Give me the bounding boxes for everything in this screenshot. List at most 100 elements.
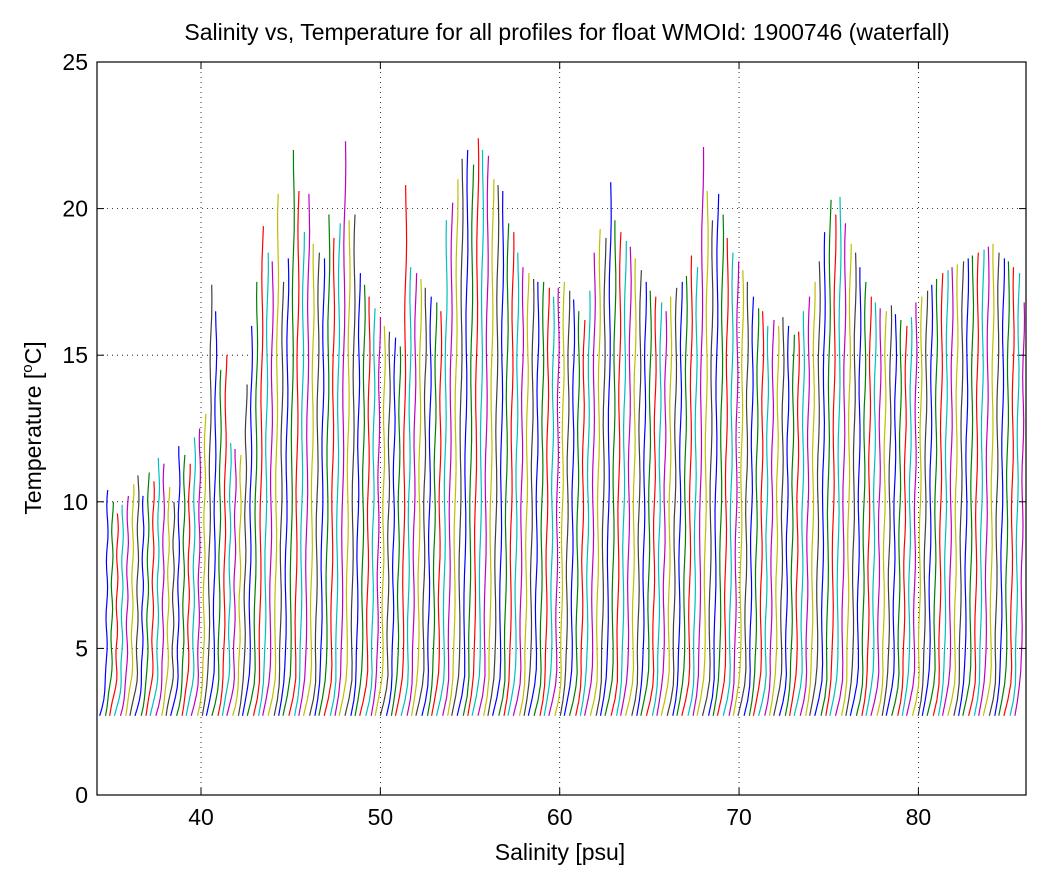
profile-line	[232, 454, 242, 716]
profile-line	[921, 284, 934, 716]
profile-line	[211, 369, 222, 716]
profile-line	[119, 495, 130, 716]
profile-line	[660, 296, 673, 716]
x-tick-label: 60	[547, 804, 573, 830]
profile-line	[799, 296, 811, 716]
profile-line	[421, 296, 432, 716]
profile-lines	[99, 138, 1026, 716]
profile-line	[394, 185, 408, 716]
profile-line	[241, 325, 254, 716]
profile-line	[354, 284, 366, 716]
profile-line	[768, 325, 780, 716]
profile-line	[692, 146, 705, 716]
y-axis-label-main: Temperature [	[20, 372, 46, 515]
profile-line	[687, 267, 699, 716]
profile-line	[483, 179, 495, 716]
y-tick-label: 15	[62, 342, 88, 368]
profile-line	[282, 149, 295, 716]
profile-line	[575, 319, 586, 716]
profile-line	[610, 232, 622, 716]
profile-line	[385, 337, 397, 716]
profile-line	[701, 220, 714, 716]
profile-line	[645, 296, 657, 716]
profile-line	[568, 311, 581, 716]
profile-line	[447, 179, 459, 716]
x-tick-label: 40	[188, 804, 214, 830]
y-tick-label: 25	[62, 49, 88, 75]
profile-line	[252, 226, 264, 716]
profile-line	[365, 308, 376, 716]
profile-line	[431, 311, 443, 716]
profile-line	[471, 149, 485, 716]
profile-line	[748, 308, 760, 716]
profile-line	[559, 290, 571, 716]
profile-line	[973, 249, 985, 716]
profile-line	[288, 190, 300, 716]
profile-line	[155, 463, 166, 716]
profile-line	[338, 220, 351, 716]
profile-line	[1009, 273, 1021, 716]
profile-line	[599, 182, 612, 716]
profile-line	[435, 220, 448, 716]
profile-line	[161, 487, 171, 716]
profile-line	[196, 413, 207, 716]
chart-title: Salinity vs, Temperature for all profile…	[184, 19, 949, 45]
profile-line	[865, 302, 877, 716]
profile-line	[267, 193, 280, 716]
profile-line	[563, 299, 576, 716]
profile-line	[415, 287, 427, 716]
profile-line	[732, 270, 745, 716]
profile-line	[870, 308, 882, 716]
profile-line	[226, 448, 237, 716]
profile-line	[237, 384, 248, 716]
profile-line	[861, 296, 872, 716]
profile-line	[901, 317, 913, 716]
profile-line	[982, 243, 995, 716]
profile-line	[512, 267, 525, 716]
profile-line	[518, 273, 530, 716]
profile-line	[845, 252, 857, 716]
profile-line	[140, 472, 150, 716]
profile-line	[789, 331, 800, 716]
profile-line	[917, 290, 929, 716]
y-tick-label: 10	[62, 489, 88, 515]
profile-line	[181, 463, 191, 716]
profile-line	[962, 255, 975, 716]
profile-line	[477, 155, 490, 716]
profile-line	[947, 264, 959, 716]
profile-line	[978, 246, 990, 716]
y-tick-label: 0	[75, 782, 88, 808]
profile-line	[926, 278, 939, 716]
profile-line	[708, 193, 720, 716]
profile-line	[176, 454, 186, 716]
profile-line	[462, 164, 475, 716]
profile-line	[579, 290, 591, 716]
profile-line	[390, 346, 402, 716]
profile-line	[487, 185, 500, 716]
profile-line	[258, 252, 270, 716]
profile-line	[1003, 267, 1015, 716]
profile-line	[778, 325, 790, 716]
profile-line	[262, 261, 274, 716]
y-tick-label: 5	[75, 635, 88, 661]
profile-line	[298, 193, 311, 716]
profile-line	[809, 261, 821, 716]
profile-line	[656, 311, 668, 716]
profile-line	[994, 258, 1006, 716]
profile-line	[442, 202, 454, 716]
profile-line	[498, 223, 510, 716]
profile-line	[885, 314, 898, 716]
profile-line	[165, 501, 176, 716]
x-tick-label: 50	[368, 804, 394, 830]
profile-line	[467, 138, 480, 716]
profile-line	[814, 232, 826, 716]
profile-line	[145, 481, 155, 716]
profile-line	[840, 243, 852, 716]
profile-line	[937, 270, 949, 716]
profile-line	[426, 302, 438, 716]
profile-line	[406, 273, 418, 716]
y-axis-label: Temperature [oC]	[19, 341, 46, 514]
profile-line	[523, 278, 535, 716]
profile-line	[104, 501, 114, 716]
profile-line	[953, 261, 965, 716]
